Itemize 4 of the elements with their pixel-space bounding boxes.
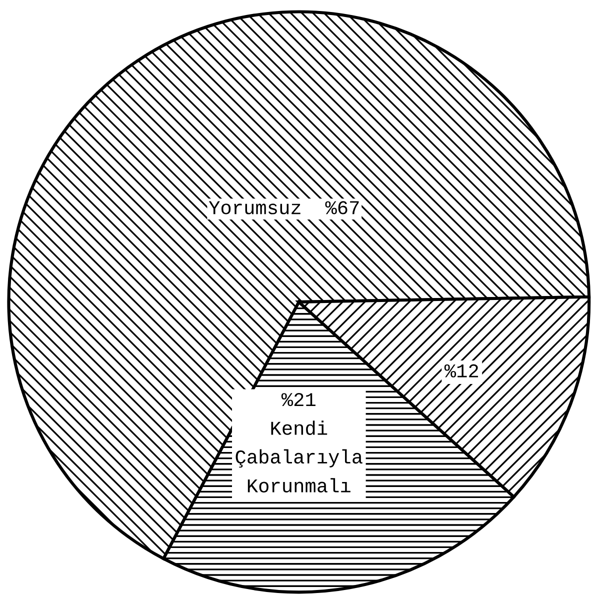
slice-label: Kendi Çabalarıyla Korunmalı bbox=[236, 420, 362, 492]
data-label: %21 bbox=[281, 392, 316, 406]
slice-label: Yorumsuz %67 bbox=[208, 201, 359, 214]
data-label: %12 bbox=[444, 364, 478, 378]
